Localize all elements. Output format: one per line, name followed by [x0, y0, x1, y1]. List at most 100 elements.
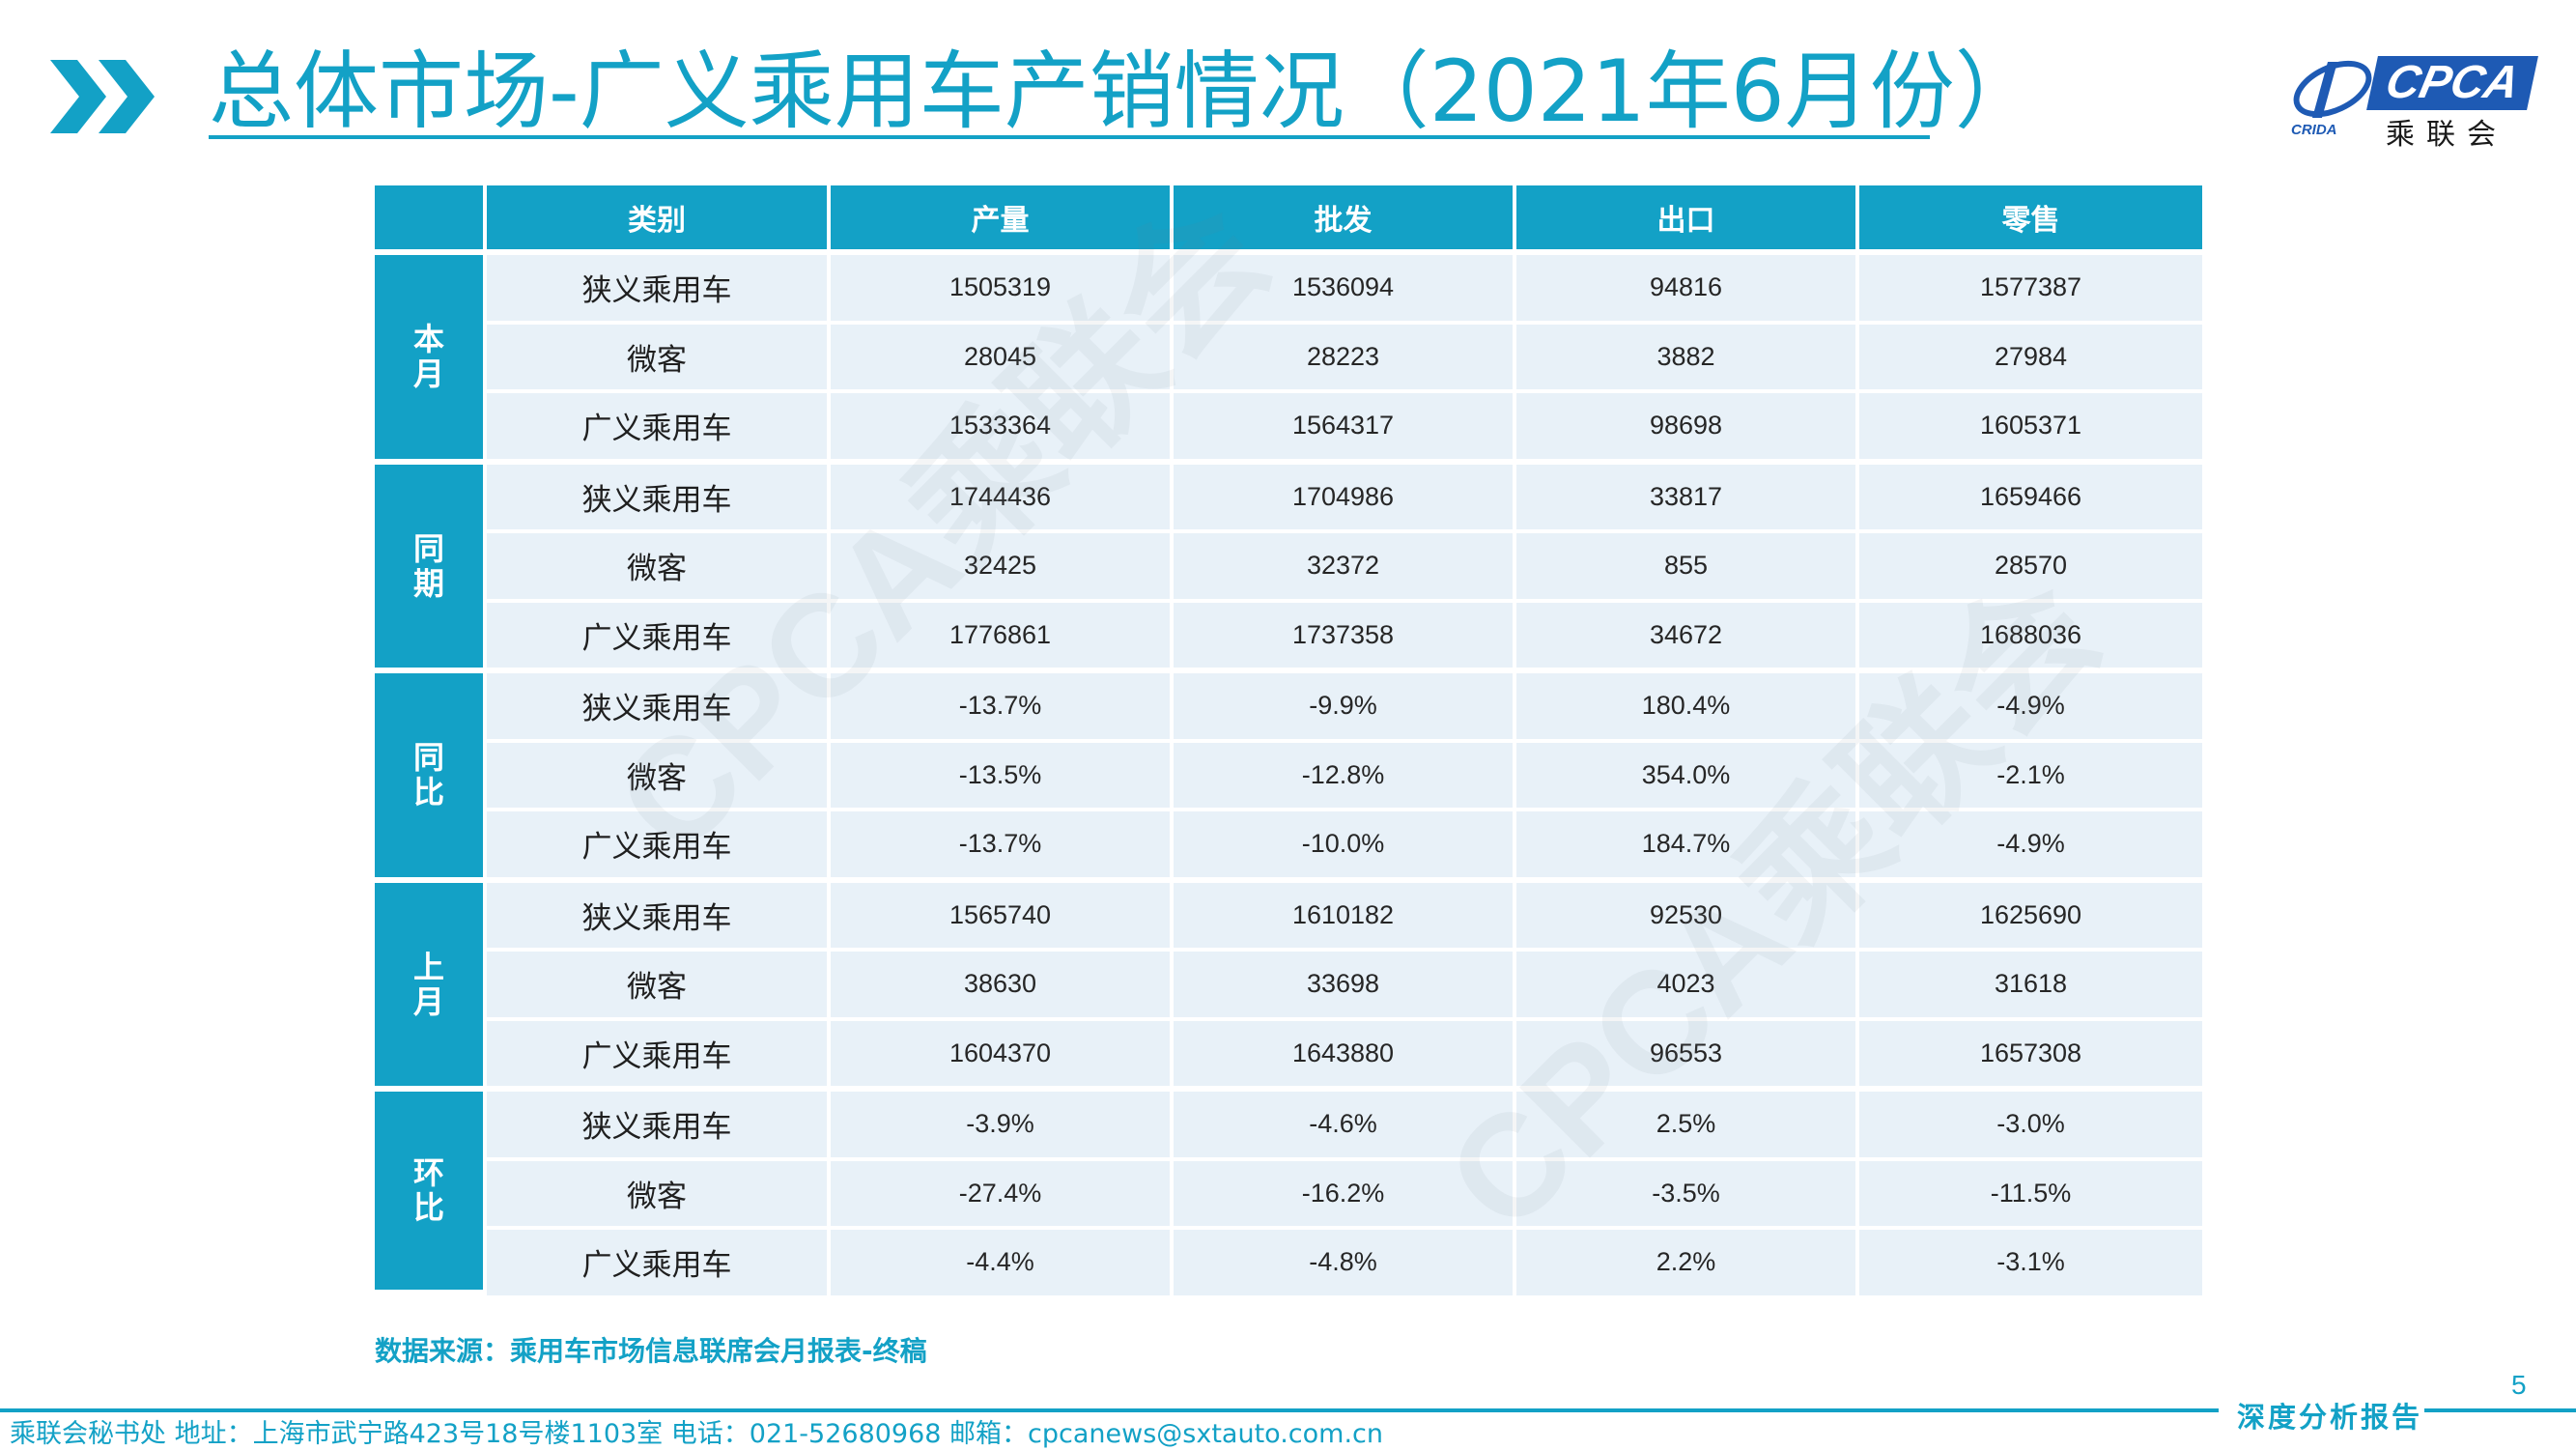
- logo-swirl-icon: [2293, 60, 2372, 118]
- production-cell: -3.9%: [831, 1092, 1174, 1161]
- page-title: 总体市场-广义乘用车产销情况（2021年6月份）: [209, 42, 2040, 141]
- header-export: 出口: [1516, 185, 1859, 255]
- table-body: 本月 狭义乘用车 1505319 1536094 94816 1577387 微客 28045…: [375, 255, 2202, 1295]
- header-group: [375, 185, 487, 255]
- wholesale-cell: 1737358: [1174, 602, 1516, 673]
- export-cell: 2.5%: [1516, 1092, 1859, 1161]
- table-row: 广义乘用车 1533364 1564317 98698 1605371: [375, 393, 2202, 465]
- table-row: 微客 -13.5% -12.8% 354.0% -2.1%: [375, 742, 2202, 811]
- table-row: 微客 -27.4% -16.2% -3.5% -11.5%: [375, 1160, 2202, 1230]
- wholesale-cell: -16.2%: [1174, 1160, 1516, 1230]
- category-cell: 广义乘用车: [487, 811, 831, 883]
- export-cell: 96553: [1516, 1020, 1859, 1092]
- group-label-text: 同比: [412, 739, 444, 811]
- category-cell: 狭义乘用车: [487, 464, 831, 533]
- wholesale-cell: -12.8%: [1174, 742, 1516, 811]
- group-label: 同期: [375, 464, 487, 673]
- logo-brand: CPCA: [2366, 56, 2538, 110]
- group-label: 本月: [375, 255, 487, 465]
- category-cell: 微客: [487, 533, 831, 603]
- export-cell: 33817: [1516, 464, 1859, 533]
- table-row: 同比 狭义乘用车 -13.7% -9.9% 180.4% -4.9%: [375, 673, 2202, 883]
- title-underline: [209, 135, 1930, 139]
- sales-table: 类别 产量 批发 出口 零售 本月 狭义乘用车 1505319 1536094 9481…: [375, 185, 2202, 1295]
- group-label-text: 上月: [412, 948, 444, 1020]
- category-cell: 狭义乘用车: [487, 882, 831, 952]
- group-label: 同比: [375, 673, 487, 883]
- header-retail: 零售: [1859, 185, 2202, 255]
- retail-cell: -11.5%: [1859, 1160, 2202, 1230]
- production-cell: 1604370: [831, 1020, 1174, 1092]
- group-label: 上月: [375, 882, 487, 1092]
- wholesale-cell: 1564317: [1174, 393, 1516, 465]
- wholesale-cell: 1643880: [1174, 1020, 1516, 1092]
- chevron-arrows-icon: [50, 60, 155, 133]
- production-cell: -13.5%: [831, 742, 1174, 811]
- export-cell: -3.5%: [1516, 1160, 1859, 1230]
- logo-small-text: CRIDA: [2291, 122, 2337, 138]
- category-cell: 微客: [487, 1160, 831, 1230]
- retail-cell: 1605371: [1859, 393, 2202, 465]
- table-row: 微客 28045 28223 3882 27984: [375, 324, 2202, 393]
- wholesale-cell: -9.9%: [1174, 673, 1516, 743]
- wholesale-cell: 32372: [1174, 533, 1516, 603]
- production-cell: -13.7%: [831, 673, 1174, 743]
- retail-cell: -2.1%: [1859, 742, 2202, 811]
- category-cell: 微客: [487, 742, 831, 811]
- production-cell: 1565740: [831, 882, 1174, 952]
- retail-cell: -3.0%: [1859, 1092, 2202, 1161]
- retail-cell: 28570: [1859, 533, 2202, 603]
- retail-cell: 1577387: [1859, 255, 2202, 325]
- group-label-text: 环比: [412, 1154, 444, 1227]
- data-source-note: 数据来源：乘用车市场信息联席会月报表-终稿: [375, 1335, 927, 1367]
- category-cell: 狭义乘用车: [487, 673, 831, 743]
- table-row: 广义乘用车 1604370 1643880 96553 1657308: [375, 1020, 2202, 1092]
- table-row: 本月 狭义乘用车 1505319 1536094 94816 1577387: [375, 255, 2202, 465]
- retail-cell: 1688036: [1859, 602, 2202, 673]
- export-cell: 180.4%: [1516, 673, 1859, 743]
- retail-cell: -4.9%: [1859, 811, 2202, 883]
- category-cell: 微客: [487, 952, 831, 1021]
- category-cell: 广义乘用车: [487, 393, 831, 465]
- export-cell: 184.7%: [1516, 811, 1859, 883]
- production-cell: 38630: [831, 952, 1174, 1021]
- retail-cell: 1659466: [1859, 464, 2202, 533]
- production-cell: -27.4%: [831, 1160, 1174, 1230]
- category-cell: 狭义乘用车: [487, 255, 831, 325]
- category-cell: 广义乘用车: [487, 1020, 831, 1092]
- wholesale-cell: -4.6%: [1174, 1092, 1516, 1161]
- retail-cell: 1625690: [1859, 882, 2202, 952]
- export-cell: 2.2%: [1516, 1230, 1859, 1295]
- production-cell: 1744436: [831, 464, 1174, 533]
- retail-cell: 31618: [1859, 952, 2202, 1021]
- footer-divider: [0, 1408, 2219, 1412]
- export-cell: 354.0%: [1516, 742, 1859, 811]
- production-cell: 1505319: [831, 255, 1174, 325]
- wholesale-cell: 28223: [1174, 324, 1516, 393]
- retail-cell: -4.9%: [1859, 673, 2202, 743]
- export-cell: 3882: [1516, 324, 1859, 393]
- production-cell: -4.4%: [831, 1230, 1174, 1295]
- production-cell: 1533364: [831, 393, 1174, 465]
- group-label-text: 本月: [412, 321, 444, 393]
- category-cell: 广义乘用车: [487, 1230, 831, 1295]
- wholesale-cell: 1610182: [1174, 882, 1516, 952]
- table-row: 广义乘用车 -4.4% -4.8% 2.2% -3.1%: [375, 1230, 2202, 1295]
- wholesale-cell: -10.0%: [1174, 811, 1516, 883]
- wholesale-cell: 1536094: [1174, 255, 1516, 325]
- production-cell: 1776861: [831, 602, 1174, 673]
- export-cell: 4023: [1516, 952, 1859, 1021]
- table-header-row: 类别 产量 批发 出口 零售: [375, 185, 2202, 255]
- wholesale-cell: 1704986: [1174, 464, 1516, 533]
- table-row: 广义乘用车 -13.7% -10.0% 184.7% -4.9%: [375, 811, 2202, 883]
- retail-cell: -3.1%: [1859, 1230, 2202, 1295]
- table-row: 环比 狭义乘用车 -3.9% -4.6% 2.5% -3.0%: [375, 1092, 2202, 1295]
- table-row: 同期 狭义乘用车 1744436 1704986 33817 1659466: [375, 464, 2202, 673]
- page-number: 5: [2511, 1370, 2527, 1400]
- header-wholesale: 批发: [1174, 185, 1516, 255]
- table-row: 微客 32425 32372 855 28570: [375, 533, 2202, 603]
- group-label: 环比: [375, 1092, 487, 1295]
- wholesale-cell: -4.8%: [1174, 1230, 1516, 1295]
- production-cell: -13.7%: [831, 811, 1174, 883]
- category-cell: 广义乘用车: [487, 602, 831, 673]
